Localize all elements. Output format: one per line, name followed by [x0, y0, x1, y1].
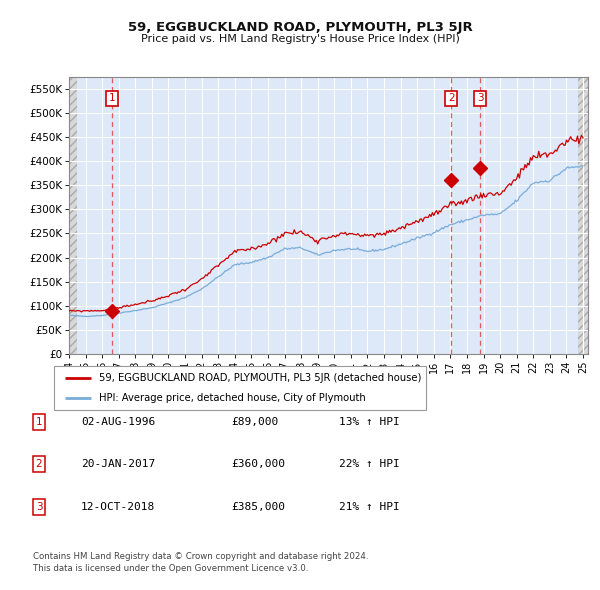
Bar — [69, 77, 77, 354]
Text: 1: 1 — [109, 93, 115, 103]
Text: 20-JAN-2017: 20-JAN-2017 — [81, 460, 155, 469]
Text: 59, EGGBUCKLAND ROAD, PLYMOUTH, PL3 5JR (detached house): 59, EGGBUCKLAND ROAD, PLYMOUTH, PL3 5JR … — [98, 373, 421, 383]
Text: £360,000: £360,000 — [231, 460, 285, 469]
Text: 2: 2 — [35, 460, 43, 469]
Text: 12-OCT-2018: 12-OCT-2018 — [81, 502, 155, 512]
Text: Contains HM Land Registry data © Crown copyright and database right 2024.
This d: Contains HM Land Registry data © Crown c… — [33, 552, 368, 573]
Text: Price paid vs. HM Land Registry's House Price Index (HPI): Price paid vs. HM Land Registry's House … — [140, 34, 460, 44]
Text: £89,000: £89,000 — [231, 417, 278, 427]
Text: 21% ↑ HPI: 21% ↑ HPI — [339, 502, 400, 512]
Text: 3: 3 — [477, 93, 484, 103]
Text: 13% ↑ HPI: 13% ↑ HPI — [339, 417, 400, 427]
Text: £385,000: £385,000 — [231, 502, 285, 512]
Text: 1: 1 — [35, 417, 43, 427]
Text: 02-AUG-1996: 02-AUG-1996 — [81, 417, 155, 427]
Text: 22% ↑ HPI: 22% ↑ HPI — [339, 460, 400, 469]
Text: HPI: Average price, detached house, City of Plymouth: HPI: Average price, detached house, City… — [98, 393, 365, 403]
Bar — [578, 77, 588, 354]
Text: 2: 2 — [448, 93, 454, 103]
Text: 59, EGGBUCKLAND ROAD, PLYMOUTH, PL3 5JR: 59, EGGBUCKLAND ROAD, PLYMOUTH, PL3 5JR — [128, 21, 472, 34]
Text: 3: 3 — [35, 502, 43, 512]
FancyBboxPatch shape — [54, 366, 426, 410]
